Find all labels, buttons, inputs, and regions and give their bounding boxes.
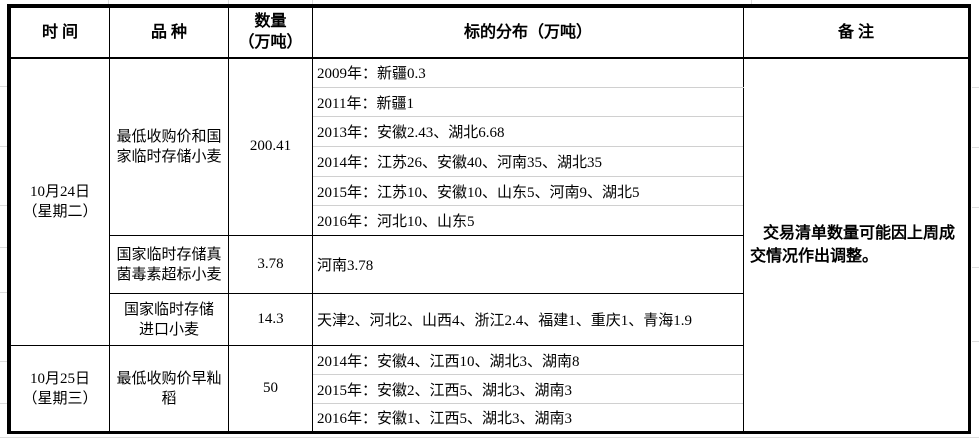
quantity-header-line: （万吨） — [238, 34, 303, 52]
gridline-tick — [0, 86, 7, 87]
distribution-cell: 2009年：新疆0.3 — [312, 57, 744, 88]
table-row: 2015年：安徽2、江西5、湖北3、湖南3 — [11, 374, 969, 404]
col-header-distribution: 标的分布（万吨） — [312, 7, 744, 59]
quantity-cell: 14.3 — [228, 293, 313, 346]
gridline-tick — [0, 247, 7, 248]
table-row: 10月25日 （星期三） 最低收购价早籼 稻 50 2014年：安徽4、江西10… — [10, 345, 969, 432]
distribution-cell: 2016年：安徽1、江西5、湖北3、湖南3 — [312, 403, 744, 432]
table-row: 2013年：安徽2.43、湖北6.68 — [11, 116, 969, 147]
gridline-tick — [312, 0, 313, 4]
gridline-tick — [108, 0, 109, 4]
table-row: 国家临时存储 进口小麦 14.3 天津2、河北2、山西4、浙江2.4、福建1、重… — [11, 293, 969, 346]
gridline-tick — [972, 87, 979, 88]
table-row: 2016年：安徽1、江西5、湖北3、湖南3 — [11, 403, 969, 432]
distribution-cell: 河南3.78 — [312, 235, 744, 294]
date-line: （星期三） — [22, 390, 98, 407]
date-line: （星期二） — [22, 203, 98, 220]
col-header-quantity: 数量 （万吨） — [228, 7, 313, 59]
variety-cell-minprice-wheat: 最低收购价和国 家临时存储小麦 — [109, 57, 229, 236]
gridline-tick — [972, 267, 979, 268]
quantity-header-line: 数量 — [254, 13, 287, 31]
auction-table: 时 间 品 种 数量 （万吨） 标的分布（万吨） 备 注 10月24日 （星期二… — [7, 4, 971, 434]
date-line: 10月25日 — [29, 370, 90, 387]
variety-cell-toxin-wheat: 国家临时存储真 菌毒素超标小麦 — [109, 235, 229, 294]
gridline-tick — [972, 341, 979, 342]
variety-cell-early-rice: 最低收购价早籼 稻 — [109, 345, 229, 432]
col-header-remark: 备 注 — [743, 7, 969, 59]
gridline-tick — [972, 207, 979, 208]
distribution-cell: 2014年：安徽4、江西10、湖北3、湖南8 — [312, 345, 744, 375]
gridline-tick — [0, 146, 7, 147]
distribution-cell: 2015年：江苏10、安徽10、山东5、河南9、湖北5 — [312, 176, 744, 206]
col-header-variety: 品 种 — [109, 7, 229, 59]
date-cell-oct25: 10月25日 （星期三） — [10, 345, 110, 432]
distribution-cell: 2011年：新疆1 — [312, 87, 744, 117]
date-cell-oct24: 10月24日 （星期二） — [10, 57, 110, 346]
gridline-tick — [228, 0, 229, 4]
variety-line: 菌毒素超标小麦 — [116, 266, 222, 283]
gridline-tick — [0, 403, 7, 404]
distribution-cell: 2015年：安徽2、江西5、湖北3、湖南3 — [312, 374, 744, 404]
quantity-cell: 3.78 — [228, 235, 313, 294]
variety-cell-imported-wheat: 国家临时存储 进口小麦 — [109, 293, 229, 346]
variety-line: 最低收购价早籼 — [116, 370, 222, 387]
gridline-tick — [972, 147, 979, 148]
remark-cell: 交易清单数量可能因上周成 交情况作出调整。 — [743, 57, 969, 432]
distribution-cell: 天津2、河北2、山西4、浙江2.4、福建1、重庆1、青海1.9 — [312, 293, 744, 346]
date-line: 10月24日 — [29, 183, 90, 200]
auction-table-grid: 时 间 品 种 数量 （万吨） 标的分布（万吨） 备 注 10月24日 （星期二… — [10, 7, 969, 432]
remark-line: 交易清单数量可能因上周成 — [763, 224, 956, 242]
table-row: 国家临时存储真 菌毒素超标小麦 3.78 河南3.78 — [11, 235, 969, 294]
gridline-tick — [0, 361, 7, 362]
distribution-cell: 2016年：河北10、山东5 — [312, 205, 744, 236]
header-row: 时 间 品 种 数量 （万吨） 标的分布（万吨） 备 注 — [10, 7, 969, 59]
quantity-cell: 200.41 — [228, 57, 313, 236]
gridline-tick — [751, 0, 752, 4]
variety-line: 家临时存储小麦 — [116, 148, 222, 165]
col-header-time: 时 间 — [10, 7, 110, 59]
variety-line: 国家临时存储真 — [116, 246, 222, 263]
gridline-tick — [0, 292, 7, 293]
variety-line: 最低收购价和国 — [116, 128, 222, 145]
remark-line: 交情况作出调整。 — [750, 247, 879, 265]
variety-line: 稻 — [161, 390, 177, 407]
variety-line: 进口小麦 — [138, 321, 199, 338]
table-row: 10月24日 （星期二） 最低收购价和国 家临时存储小麦 200.41 2009… — [10, 57, 969, 432]
variety-line: 国家临时存储 — [123, 301, 214, 318]
distribution-cell: 2013年：安徽2.43、湖北6.68 — [312, 116, 744, 147]
distribution-cell: 2014年：江苏26、安徽40、河南35、湖北35 — [312, 146, 744, 177]
bottom-gridline — [0, 437, 979, 438]
quantity-cell: 50 — [228, 345, 313, 432]
table-row: 2014年：江苏26、安徽40、河南35、湖北35 — [11, 146, 969, 177]
gridline-tick — [0, 205, 7, 206]
